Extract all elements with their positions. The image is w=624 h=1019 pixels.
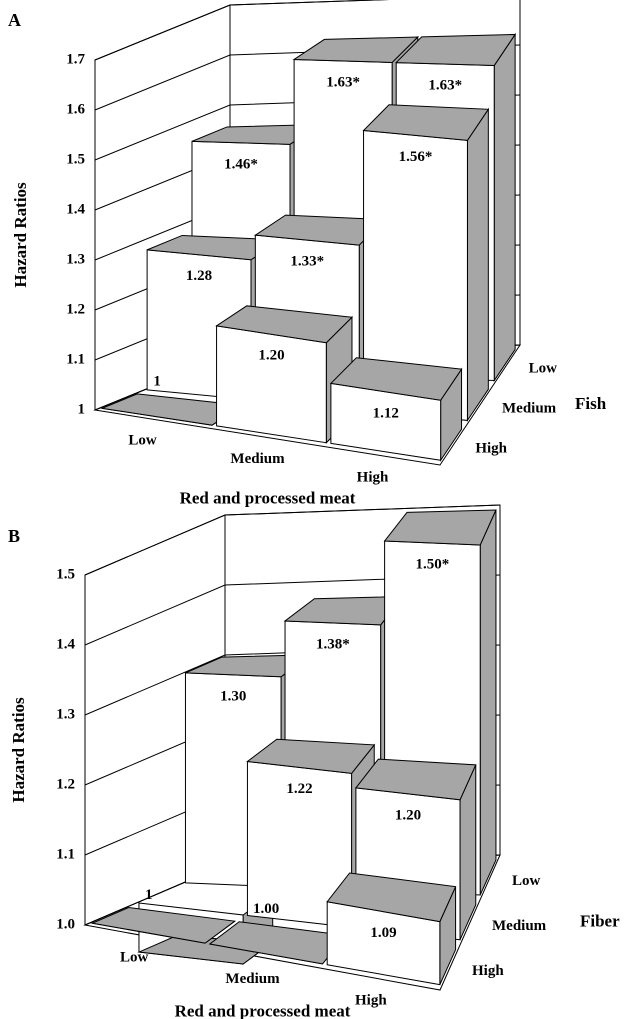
bar-top <box>354 758 477 801</box>
y-tick-label: 1.1 <box>66 351 85 367</box>
y-tick-label: 1.0 <box>56 916 75 932</box>
x-tick-label: Medium <box>225 971 280 987</box>
value-label: 1 <box>145 887 153 903</box>
grid-line <box>94 0 390 61</box>
bar-side <box>493 32 516 383</box>
value-label: 1.38* <box>316 636 350 652</box>
value-label: 1.46* <box>224 156 258 172</box>
z-axis-label: Fiber <box>580 911 620 930</box>
value-label: 1.00 <box>253 901 279 917</box>
bar-top <box>329 357 463 401</box>
y-tick-label: 1.5 <box>66 151 85 167</box>
bar-top <box>246 738 376 774</box>
z-tick-label: Low <box>512 873 541 889</box>
y-axis-label: Hazard Ratios <box>9 697 28 803</box>
y-tick-label: 1.4 <box>66 201 85 217</box>
bar-side <box>466 107 489 423</box>
grid-line <box>84 504 501 576</box>
z-tick-label: High <box>472 963 504 979</box>
bar-top <box>292 36 420 63</box>
value-label: 1.30 <box>220 688 246 704</box>
value-label: 1.33* <box>290 254 324 270</box>
z-tick-label: Low <box>529 360 558 376</box>
panel-label: B <box>8 526 20 546</box>
x-tick-label: Medium <box>230 451 285 467</box>
value-label: 1.50* <box>416 556 450 572</box>
value-label: 1.20 <box>395 807 421 823</box>
bar-top <box>90 906 237 944</box>
y-tick-label: 1.2 <box>56 776 75 792</box>
value-label: 1 <box>153 373 161 389</box>
z-axis-label: Fish <box>575 394 607 413</box>
value-label: 1.28 <box>186 268 212 284</box>
bar-side <box>479 509 497 896</box>
y-tick-label: 1.6 <box>66 101 85 117</box>
x-axis-label: Red and processed meat <box>175 1001 351 1019</box>
value-label: 1.56* <box>399 149 433 165</box>
value-label: 1.63* <box>326 74 360 90</box>
x-tick-label: Low <box>120 949 149 965</box>
y-tick-label: 1.1 <box>56 846 75 862</box>
bar-top <box>326 872 457 923</box>
x-axis-label: Red and processed meat <box>180 488 356 507</box>
y-tick-label: 1 <box>78 401 86 417</box>
bar-top <box>383 509 497 546</box>
value-label: 1.63* <box>428 77 462 93</box>
y-tick-label: 1.2 <box>66 301 85 317</box>
value-label: 1.12 <box>373 405 399 421</box>
y-tick-label: 1.3 <box>56 706 75 722</box>
x-tick-label: Low <box>128 433 157 449</box>
z-tick-label: High <box>475 440 507 456</box>
y-tick-label: 1.4 <box>56 636 75 652</box>
bar-front <box>216 325 327 444</box>
y-axis-label: Hazard Ratios <box>11 182 30 288</box>
z-tick-label: Medium <box>492 918 547 934</box>
bar-top <box>215 305 354 344</box>
panel-label: A <box>8 10 21 30</box>
bar-top <box>362 104 490 141</box>
x-tick-label: High <box>357 469 389 485</box>
x-tick-label: High <box>355 993 387 1009</box>
value-label: 1.20 <box>258 348 284 364</box>
value-label: 1.22 <box>286 781 312 797</box>
y-tick-label: 1.5 <box>56 566 75 582</box>
value-label: 1.09 <box>370 925 396 941</box>
y-tick-label: 1.3 <box>66 251 85 267</box>
bar-top <box>395 33 517 67</box>
z-tick-label: Medium <box>502 400 557 416</box>
y-tick-label: 1.7 <box>66 51 85 67</box>
